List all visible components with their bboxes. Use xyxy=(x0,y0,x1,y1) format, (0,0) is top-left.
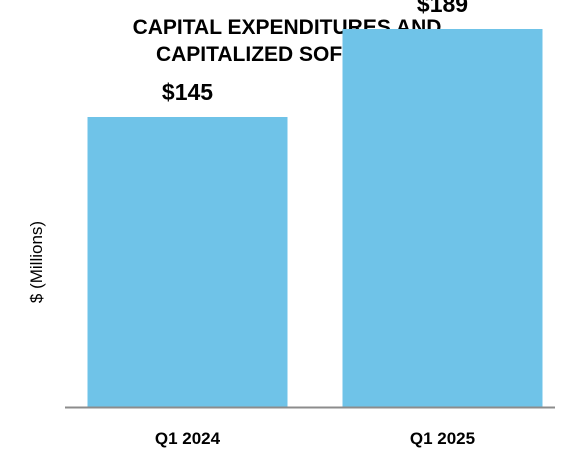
data-labels-layer: $145 $189 xyxy=(162,0,468,105)
bars-layer xyxy=(87,29,543,407)
x-tick-labels-layer: Q1 2024 Q1 2025 xyxy=(155,429,475,448)
data-label-1: $145 xyxy=(162,79,213,105)
y-axis-label: $ (Millions) xyxy=(27,221,46,303)
bar-q1-2025 xyxy=(342,29,543,407)
bar-q1-2024 xyxy=(87,117,288,407)
x-tick-label-1: Q1 2024 xyxy=(155,429,221,448)
data-label-2: $189 xyxy=(417,0,468,17)
x-tick-label-2: Q1 2025 xyxy=(410,429,475,448)
